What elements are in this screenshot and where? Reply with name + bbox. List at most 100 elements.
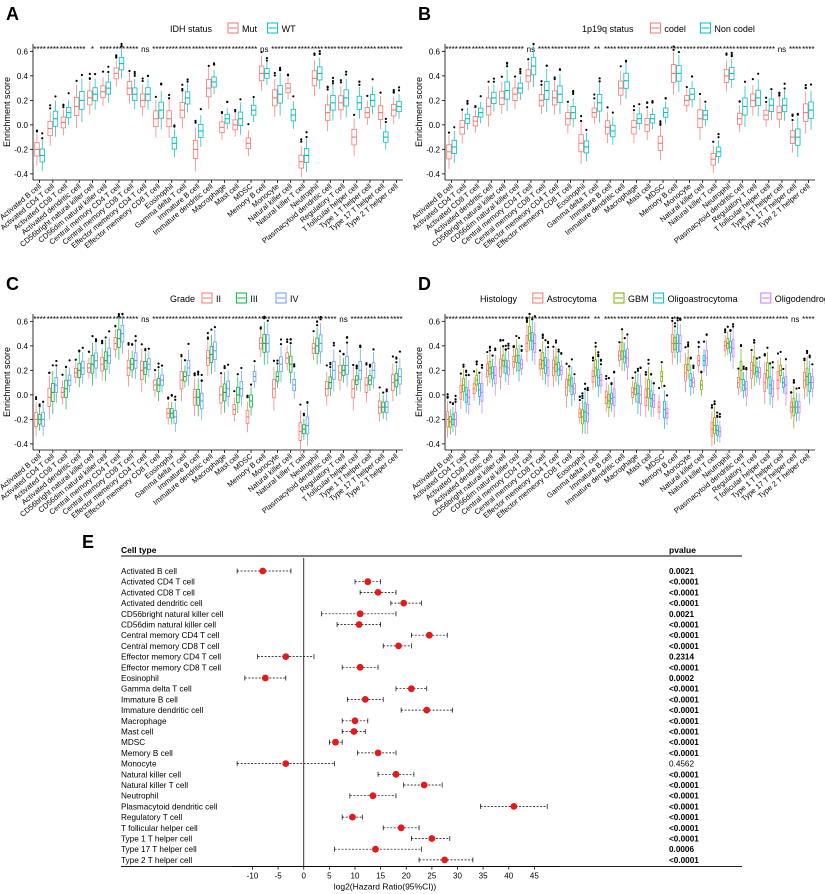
- legend-title: 1p19q status: [582, 24, 634, 34]
- outlier-point: [545, 64, 548, 67]
- pvalue-label: <0.0001: [669, 717, 699, 726]
- significance-label: ****: [271, 315, 283, 324]
- significance-label: ns: [141, 315, 149, 324]
- forest-row-label: Memory B cell: [121, 749, 173, 758]
- hr-point: [407, 685, 415, 693]
- outlier-point: [768, 362, 772, 365]
- outlier-point: [673, 322, 677, 325]
- significance-label: ****: [245, 45, 257, 54]
- outlier-point: [173, 124, 176, 127]
- outlier-point: [316, 320, 319, 323]
- outlier-point: [594, 345, 597, 348]
- outlier-point: [300, 138, 303, 141]
- outlier-point: [279, 66, 282, 69]
- outlier-point: [316, 324, 319, 327]
- outlier-point: [475, 363, 478, 366]
- x-axis-title: log2(Hazard Ratio(95%CI)): [334, 882, 437, 892]
- outlier-point: [345, 70, 348, 73]
- outlier-point: [305, 131, 308, 134]
- significance-label: ****: [33, 315, 45, 324]
- y-tick-label: 0.2: [429, 366, 441, 375]
- outlier-point: [326, 88, 329, 91]
- outlier-point: [705, 333, 708, 337]
- outlier-point: [611, 111, 614, 114]
- outlier-point: [454, 400, 457, 403]
- outlier-point: [638, 103, 641, 106]
- outlier-point: [765, 96, 768, 99]
- forest-row-label: T follicular helper cell: [121, 824, 198, 833]
- outlier-point: [239, 98, 242, 101]
- outlier-point: [594, 341, 597, 344]
- significance-label: ****: [498, 315, 510, 324]
- outlier-point: [766, 346, 769, 349]
- outlier-point: [593, 97, 596, 100]
- outlier-point: [382, 391, 385, 394]
- outlier-point: [212, 62, 216, 65]
- outlier-point: [249, 383, 253, 386]
- outlier-point: [75, 79, 78, 82]
- outlier-point: [586, 386, 589, 389]
- outlier-point: [784, 358, 788, 361]
- significance-label: **: [594, 45, 600, 54]
- pvalue-label: <0.0001: [669, 738, 699, 747]
- significance-label: ****: [538, 45, 550, 54]
- x-tick-label: 10: [351, 872, 360, 881]
- legend-title: Grade: [170, 294, 195, 304]
- outlier-point: [619, 65, 622, 68]
- outlier-point: [553, 77, 556, 81]
- outlier-point: [805, 351, 809, 355]
- outlier-point: [753, 339, 756, 342]
- pvalue-label: <0.0001: [669, 588, 699, 597]
- outlier-point: [504, 344, 507, 347]
- outlier-point: [133, 74, 136, 77]
- significance-label: ****: [578, 315, 590, 324]
- outlier-point: [613, 371, 616, 374]
- outlier-point: [385, 390, 388, 393]
- forest-row-label: Activated B cell: [121, 567, 177, 576]
- outlier-point: [200, 379, 203, 382]
- significance-label: ****: [73, 45, 85, 54]
- outlier-point: [599, 359, 603, 362]
- outlier-point: [698, 92, 702, 96]
- outlier-point: [687, 343, 690, 346]
- outlier-point: [117, 315, 120, 318]
- x-tick-label: 30: [453, 872, 462, 881]
- outlier-point: [724, 329, 727, 332]
- outlier-point: [147, 347, 150, 350]
- outlier-point: [771, 366, 774, 369]
- significance-label: ****: [377, 315, 389, 324]
- outlier-point: [115, 54, 118, 57]
- outlier-point: [352, 363, 355, 367]
- significance-label: ****: [630, 45, 642, 54]
- outlier-point: [519, 72, 522, 75]
- significance-label: ns: [141, 45, 149, 54]
- legend-label: Oligodendroglioma: [775, 294, 825, 304]
- outlier-point: [114, 324, 117, 328]
- x-tick-label: 45: [530, 872, 539, 881]
- outlier-point: [718, 412, 721, 416]
- forest-row-label: Type 2 T helper cell: [121, 856, 192, 865]
- outlier-point: [64, 365, 68, 368]
- outlier-point: [776, 352, 780, 355]
- significance-label: ****: [763, 45, 775, 54]
- outlier-point: [730, 55, 733, 58]
- significance-label: ****: [218, 315, 230, 324]
- outlier-point: [459, 372, 462, 375]
- outlier-point: [660, 361, 663, 364]
- forest-row-label: Effector memory CD4 T cell: [121, 653, 221, 662]
- outlier-point: [194, 119, 197, 122]
- outlier-point: [620, 328, 624, 331]
- outlier-point: [500, 75, 503, 78]
- outlier-point: [515, 334, 518, 338]
- outlier-point: [597, 351, 600, 354]
- outlier-point: [319, 315, 322, 319]
- hr-point: [364, 578, 372, 586]
- outlier-point: [168, 93, 171, 97]
- outlier-point: [716, 411, 719, 414]
- pvalue-label: <0.0001: [669, 706, 699, 715]
- legend-label: WT: [282, 24, 296, 34]
- outlier-point: [127, 343, 130, 346]
- significance-label: ****: [696, 315, 708, 324]
- significance-label: ****: [337, 45, 349, 54]
- outlier-point: [659, 123, 662, 127]
